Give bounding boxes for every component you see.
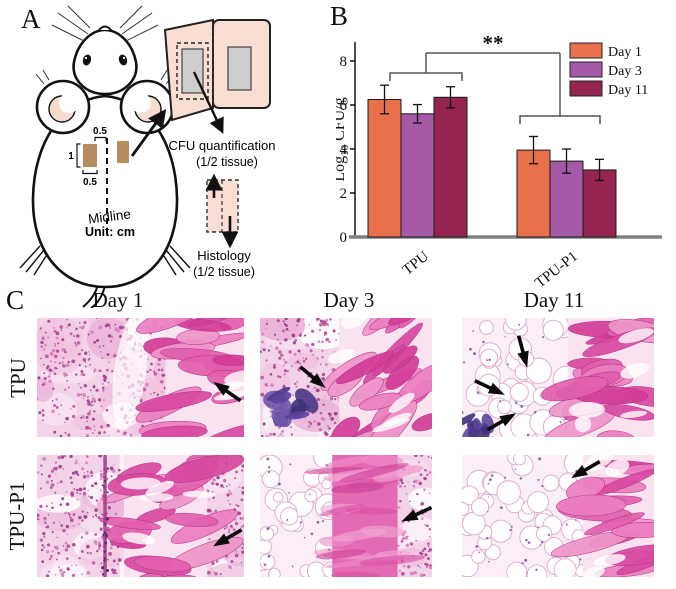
y-tick-label: 6 [340, 98, 348, 114]
mouse-implant-diagram: 0.5 1 0.5 Midline Unit: cm CFU quantific… [19, 5, 276, 308]
annotation-arrow [213, 528, 243, 547]
unit-label: Unit: cm [85, 225, 135, 239]
bar-tpu-p1-day11 [582, 169, 617, 238]
histology-stain [37, 455, 244, 577]
tissue-split-icon [205, 173, 239, 249]
bar-tpu-day11 [433, 96, 468, 238]
implant-left [83, 144, 97, 167]
legend-swatch [569, 42, 603, 59]
bar-tpu-day1 [367, 99, 402, 238]
legend-swatch [569, 80, 603, 97]
significance-label: ** [483, 31, 504, 55]
legend-label: Day 3 [608, 64, 642, 79]
annotation-arrow [571, 459, 601, 479]
error-bar [413, 103, 422, 124]
annotation-arrow [401, 505, 432, 522]
y-tick-label: 2 [340, 186, 348, 202]
row-label-tpu: TPU [6, 358, 30, 398]
mouse-eyes [82, 54, 128, 66]
row-label-tpu-p1: TPU-P1 [5, 481, 29, 551]
error-bar [562, 148, 571, 174]
annotation-arrow [516, 335, 529, 368]
implant-to-flap-arrow [130, 109, 167, 157]
legend-label: Day 1 [608, 45, 642, 60]
mouse-hind-feet [19, 245, 191, 276]
histology-image-tpu-day1 [37, 318, 244, 437]
implant-right [117, 141, 129, 163]
mouse-whiskers [51, 5, 159, 42]
cfu-bar-chart: 0 2 4 6 8 Log10 CFU/g TPU TPU-P1 Day 1 Day 3 Day 1… [336, 31, 662, 290]
x-category-label: TPU [400, 248, 432, 278]
error-bar [380, 84, 389, 115]
skin-flap-diagram [163, 18, 271, 134]
cfu-label-line1: CFU quantification [169, 138, 276, 153]
annotation-arrow [486, 413, 517, 432]
midline-label: Midline [87, 206, 131, 226]
sample-right [227, 46, 252, 91]
annotation-arrow [299, 365, 326, 388]
cfu-label-line2: (1/2 tissue) [196, 155, 258, 169]
error-bar [446, 86, 455, 109]
legend-swatch [569, 61, 603, 78]
annotation-arrow [474, 379, 505, 395]
dim-width-label: 0.5 [83, 177, 97, 188]
histology-image-tpu-day11 [462, 318, 654, 437]
legend-label: Day 11 [608, 83, 648, 98]
histology-label-line1: Histology [197, 248, 251, 263]
histology-image-tpu-p1-day3 [260, 455, 432, 577]
panel-a-label: A [21, 4, 41, 34]
annotation-arrow [213, 381, 242, 403]
error-bar [529, 135, 538, 165]
mouse-head [72, 28, 138, 96]
column-header-day1: Day 1 [92, 288, 144, 312]
panel-c-label: C [6, 285, 25, 315]
y-axis-title: Log10 CFU/g [336, 97, 351, 181]
y-tick-label: 8 [340, 54, 348, 70]
histology-stain [462, 318, 654, 437]
histology-stain [260, 318, 432, 437]
dim-gap-label: 0.5 [93, 126, 107, 137]
histology-stain [462, 455, 654, 577]
histology-stain [37, 318, 244, 437]
column-header-day3: Day 3 [323, 288, 375, 312]
flap-to-cfu-arrow [192, 71, 224, 134]
column-header-day11: Day 11 [523, 288, 585, 312]
mouse-drawing: 0.5 1 0.5 Midline Unit: cm [19, 5, 191, 308]
histology-image-tpu-p1-day11 [462, 455, 654, 577]
dim-height-label: 1 [68, 151, 74, 162]
y-tick-label: 0 [340, 230, 348, 246]
dimension-brackets [76, 136, 107, 175]
y-tick-label: 4 [340, 142, 348, 158]
significance-bracket [389, 52, 601, 124]
bar-tpu-day3 [400, 113, 435, 238]
histology-label-line2: (1/2 tissue) [193, 265, 255, 279]
x-category-label: TPU-P1 [532, 249, 581, 290]
error-bar [595, 158, 604, 182]
mouse-nose [98, 25, 112, 31]
histology-image-tpu-day3 [260, 318, 432, 437]
panel-b-label: B [330, 1, 349, 31]
histology-image-tpu-p1-day1 [37, 455, 244, 577]
histology-stain [260, 455, 432, 577]
